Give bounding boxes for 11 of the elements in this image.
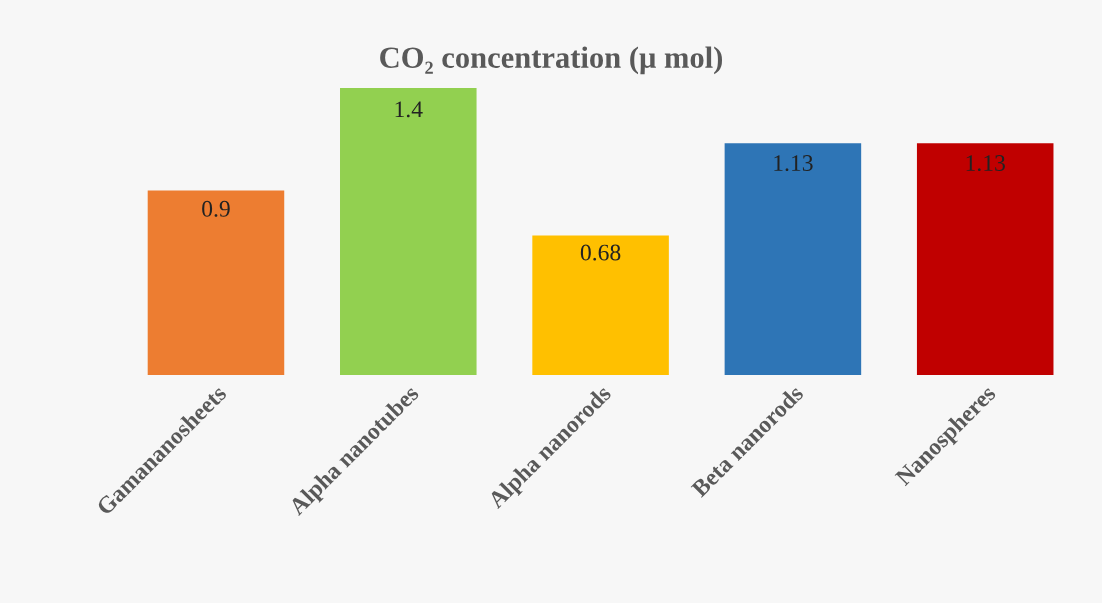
data-label: 1.13 xyxy=(774,155,813,172)
bar xyxy=(724,143,862,376)
data-label: 1.13 xyxy=(966,155,1005,172)
bar xyxy=(340,87,477,376)
bar xyxy=(916,143,1054,376)
chart-title: CO₂ concentration (μ mol) xyxy=(380,46,723,75)
data-label: 0.68 xyxy=(580,244,621,261)
bar xyxy=(147,190,285,376)
bar xyxy=(532,235,669,376)
data-label: 0.9 xyxy=(202,200,230,217)
data-label: 1.4 xyxy=(395,101,423,118)
